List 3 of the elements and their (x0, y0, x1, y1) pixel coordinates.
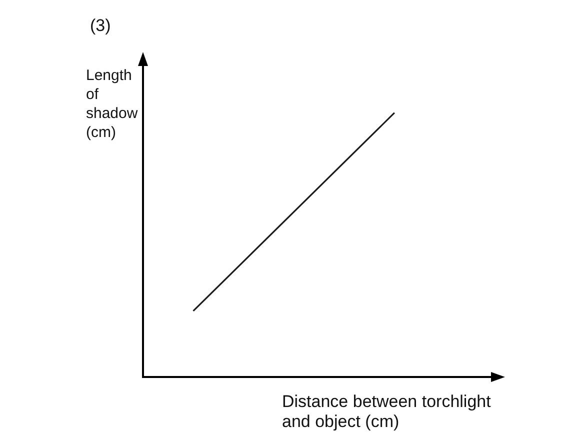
chart-title: (3) (90, 16, 111, 36)
x-axis-title: Distance between torchlight and object (cm) (282, 392, 492, 432)
y-axis-title: Length of shadow (cm) (86, 66, 138, 142)
